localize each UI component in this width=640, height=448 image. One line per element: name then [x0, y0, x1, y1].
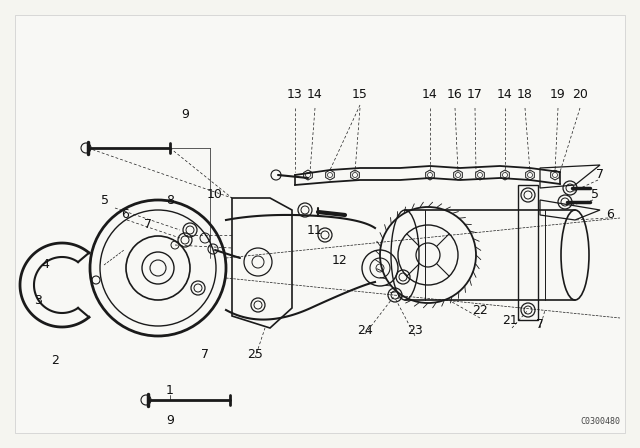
Text: 19: 19 — [550, 89, 566, 102]
Text: 7: 7 — [144, 219, 152, 232]
Text: 9: 9 — [166, 414, 174, 426]
Text: 11: 11 — [307, 224, 323, 237]
Text: 8: 8 — [166, 194, 174, 207]
Text: 5: 5 — [101, 194, 109, 207]
Text: 14: 14 — [307, 89, 323, 102]
Text: 14: 14 — [422, 89, 438, 102]
Text: 14: 14 — [497, 89, 513, 102]
Text: 18: 18 — [517, 89, 533, 102]
Text: 10: 10 — [207, 189, 223, 202]
Text: 2: 2 — [51, 353, 59, 366]
Text: 5: 5 — [591, 189, 599, 202]
Text: C0300480: C0300480 — [580, 417, 620, 426]
Text: 22: 22 — [472, 303, 488, 316]
Text: 6: 6 — [606, 208, 614, 221]
Text: 7: 7 — [536, 319, 544, 332]
Text: 13: 13 — [287, 89, 303, 102]
Text: 7: 7 — [201, 349, 209, 362]
Text: 25: 25 — [247, 349, 263, 362]
Text: 23: 23 — [407, 323, 423, 336]
Text: 1: 1 — [166, 383, 174, 396]
Text: 12: 12 — [332, 254, 348, 267]
Text: 3: 3 — [34, 293, 42, 306]
Text: 4: 4 — [41, 258, 49, 271]
FancyBboxPatch shape — [15, 15, 625, 433]
Text: 7: 7 — [596, 168, 604, 181]
Text: 9: 9 — [181, 108, 189, 121]
Text: 24: 24 — [357, 323, 373, 336]
Text: 17: 17 — [467, 89, 483, 102]
Text: 15: 15 — [352, 89, 368, 102]
Text: 16: 16 — [447, 89, 463, 102]
Text: 21: 21 — [502, 314, 518, 327]
Text: 20: 20 — [572, 89, 588, 102]
Text: 6: 6 — [121, 208, 129, 221]
